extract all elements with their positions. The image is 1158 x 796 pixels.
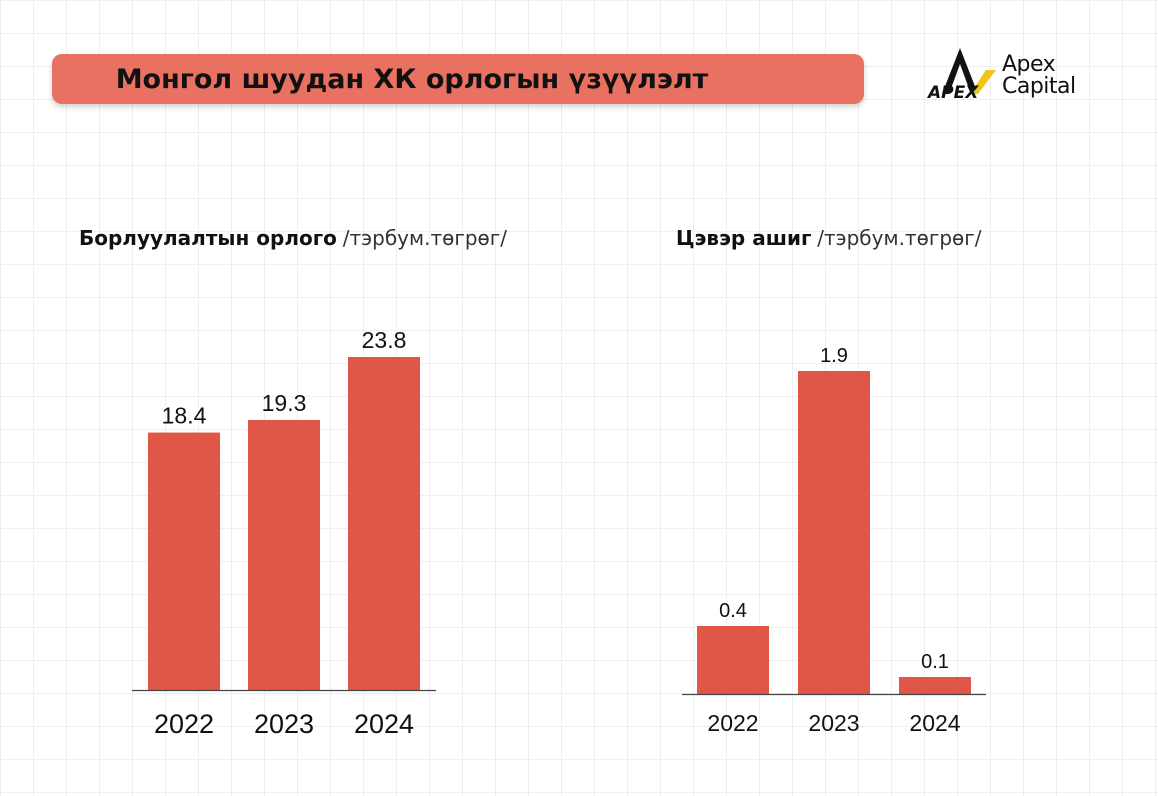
profit-chart: 0.4 2022 1.9 2023 0.1 2024	[682, 345, 986, 736]
logo-line-1: Apex	[1002, 52, 1056, 77]
revenue-category-label-2022: 2022	[154, 709, 214, 739]
revenue-category-label-2024: 2024	[354, 709, 414, 739]
revenue-value-label-2022: 18.4	[162, 403, 207, 429]
profit-bar-2023	[798, 371, 870, 694]
revenue-bar-2022	[148, 432, 220, 690]
revenue-value-label-2023: 19.3	[262, 390, 307, 416]
profit-value-label-2024: 0.1	[921, 651, 949, 673]
revenue-chart: 18.4 2022 19.3 2023 23.8 2024	[132, 327, 436, 739]
title-banner: Монгол шуудан ХК орлогын үзүүлэлт	[52, 54, 864, 104]
logo-wordmark: Apex Capital	[1002, 54, 1076, 98]
profit-bar-2022	[697, 626, 769, 694]
profit-value-label-2023: 1.9	[820, 345, 848, 367]
apex-logo-icon: APEX	[926, 48, 996, 103]
revenue-chart-title: Борлуулалтын орлого	[79, 226, 337, 250]
profit-chart-title: Цэвэр ашиг	[676, 226, 812, 250]
profit-chart-heading: Цэвэр ашиг /тэрбум.төгрөг/	[676, 226, 982, 251]
profit-value-label-2022: 0.4	[719, 600, 747, 622]
profit-category-label-2022: 2022	[707, 710, 758, 736]
profit-chart-unit: /тэрбум.төгрөг/	[817, 226, 982, 250]
apex-capital-logo: APEX Apex Capital	[926, 44, 1096, 104]
logo-mark-text: APEX	[926, 83, 979, 103]
profit-category-label-2024: 2024	[909, 710, 960, 736]
revenue-category-label-2023: 2023	[254, 709, 314, 739]
revenue-value-label-2024: 23.8	[362, 327, 407, 353]
logo-line-2: Capital	[1002, 74, 1076, 99]
revenue-chart-heading: Борлуулалтын орлого /тэрбум.төгрөг/	[79, 226, 507, 251]
profit-category-label-2023: 2023	[808, 710, 859, 736]
profit-bar-2024	[899, 677, 971, 694]
revenue-bar-2024	[348, 357, 420, 690]
revenue-chart-unit: /тэрбум.төгрөг/	[342, 226, 508, 250]
revenue-bar-2023	[248, 419, 320, 690]
page-title: Монгол шуудан ХК орлогын үзүүлэлт	[115, 63, 709, 95]
